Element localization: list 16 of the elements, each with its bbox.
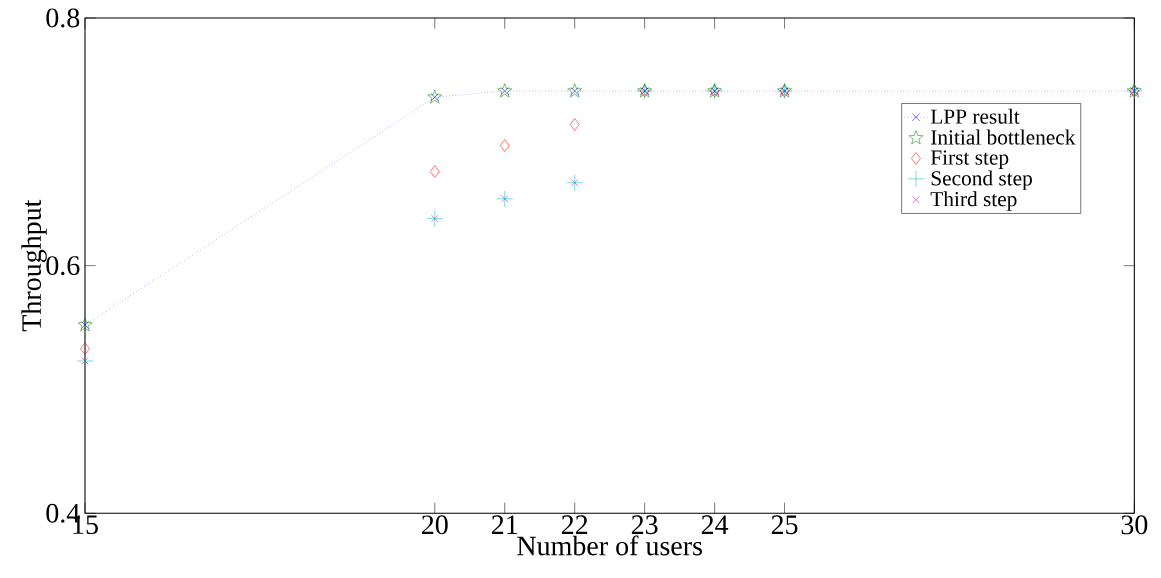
x-tick-label: 24 <box>701 515 729 534</box>
legend-label: LPP result <box>930 108 1020 124</box>
x-tick-label: 21 <box>491 515 518 534</box>
y-tick-label: 0.8 <box>46 8 80 28</box>
legend-label: Second step <box>931 170 1032 190</box>
x-tick-label: 25 <box>771 515 798 535</box>
y-tick-label: 0.6 <box>46 256 80 276</box>
x-tick-label: 20 <box>422 515 448 535</box>
legend-label: Third step <box>930 191 1017 211</box>
x-tick-label: 22 <box>561 515 588 534</box>
legend-label: Initial bottleneck <box>931 129 1076 145</box>
x-tick-label: 30 <box>1121 515 1148 535</box>
x-tick-label: 23 <box>631 515 658 535</box>
legend-label: First step <box>930 150 1009 170</box>
y-axis-title: Throughput <box>21 199 47 332</box>
x-axis-title: Number of users <box>517 535 702 556</box>
